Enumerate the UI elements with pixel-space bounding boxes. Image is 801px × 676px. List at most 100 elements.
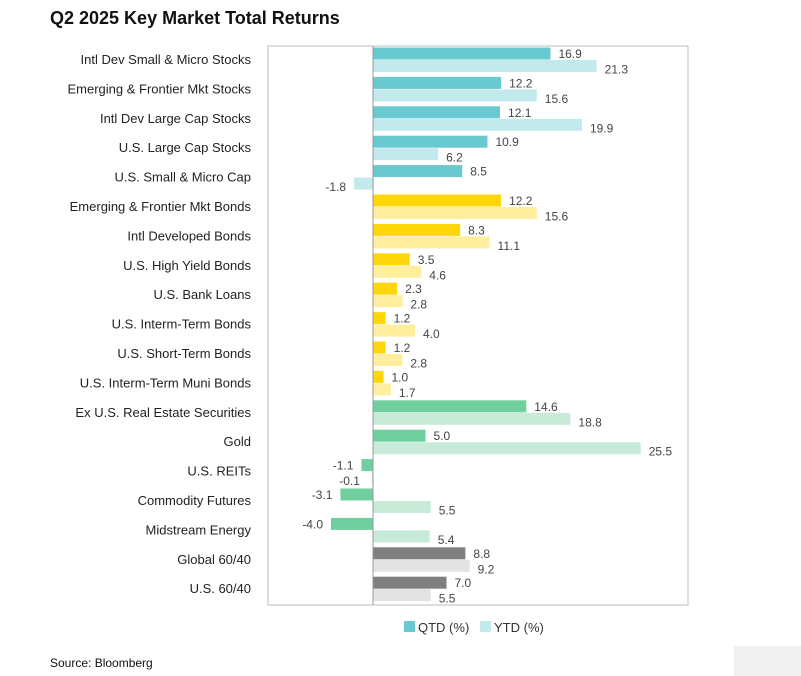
bar-qtd	[373, 106, 501, 119]
data-label: 5.5	[439, 504, 456, 518]
bar-ytd	[373, 324, 415, 337]
data-label: 5.5	[439, 592, 456, 606]
category-label: Emerging & Frontier Mkt Bonds	[70, 199, 252, 214]
category-label: U.S. Interm-Term Muni Bonds	[80, 375, 252, 390]
bar-ytd	[373, 148, 439, 161]
bar-qtd	[340, 488, 373, 501]
category-label: U.S. Bank Loans	[153, 287, 251, 302]
data-label: 14.6	[534, 400, 558, 414]
category-label: U.S. Large Cap Stocks	[119, 140, 252, 155]
data-label: 16.9	[558, 47, 582, 61]
data-label: -1.8	[325, 180, 346, 194]
data-label: 3.5	[418, 253, 435, 267]
plot-frame	[267, 45, 689, 606]
bar-ytd	[373, 442, 641, 455]
data-label: 9.2	[478, 562, 495, 576]
data-label: 10.9	[495, 135, 519, 149]
data-label: -1.1	[333, 459, 354, 473]
bar-ytd	[373, 236, 490, 249]
data-label: -4.0	[302, 517, 323, 531]
legend-label: QTD (%)	[418, 620, 469, 635]
bar-ytd	[373, 265, 422, 278]
bar-qtd	[373, 282, 398, 295]
category-label: U.S. Interm-Term Bonds	[112, 317, 252, 332]
bar-ytd	[373, 118, 582, 131]
category-label: Global 60/40	[177, 552, 251, 567]
data-label: 7.0	[455, 576, 472, 590]
data-label: 8.8	[473, 547, 490, 561]
category-label: Intl Dev Small & Micro Stocks	[81, 52, 252, 67]
data-label: 2.8	[410, 298, 427, 312]
bar-qtd	[373, 47, 551, 60]
data-label: 12.1	[508, 106, 532, 120]
legend-swatch	[404, 621, 415, 632]
data-label: 18.8	[578, 415, 602, 429]
bar-qtd	[361, 459, 373, 472]
data-label: 25.5	[649, 445, 673, 459]
bar-qtd	[331, 517, 373, 530]
data-label: 19.9	[590, 121, 614, 135]
category-label: Midstream Energy	[146, 522, 252, 537]
bar-ytd	[373, 354, 403, 366]
category-label: Gold	[224, 434, 251, 449]
bar-ytd	[373, 89, 537, 102]
data-label: 2.8	[410, 357, 427, 371]
bar-qtd	[373, 576, 447, 589]
data-label: 6.2	[446, 151, 463, 165]
data-label: 5.4	[438, 533, 455, 547]
bar-ytd	[373, 60, 597, 72]
data-label: -3.1	[312, 488, 333, 502]
data-label: 12.2	[509, 194, 533, 208]
corner-panel	[734, 646, 801, 676]
legend-swatch	[480, 621, 491, 632]
bar-ytd	[373, 383, 391, 396]
data-label: 8.5	[470, 165, 487, 179]
category-label: Ex U.S. Real Estate Securities	[75, 405, 251, 420]
data-label: 4.0	[423, 327, 440, 341]
data-label: 2.3	[405, 282, 422, 296]
category-label: Commodity Futures	[138, 493, 252, 508]
bar-qtd	[373, 312, 386, 325]
bar-ytd	[373, 530, 430, 543]
bar-ytd	[371, 471, 373, 484]
category-label: U.S. 60/40	[190, 581, 251, 596]
bar-ytd	[373, 559, 470, 572]
bar-qtd	[373, 194, 502, 207]
bar-qtd	[373, 429, 426, 442]
data-label: 1.7	[399, 386, 416, 400]
category-label: Intl Dev Large Cap Stocks	[100, 111, 252, 126]
bar-qtd	[373, 76, 502, 89]
data-label: 21.3	[605, 63, 629, 77]
category-label: U.S. Small & Micro Cap	[114, 170, 251, 185]
data-label: 15.6	[545, 210, 569, 224]
bar-qtd	[373, 135, 488, 148]
bar-ytd	[373, 501, 431, 513]
category-label: Intl Developed Bonds	[127, 228, 251, 243]
chart-title: Q2 2025 Key Market Total Returns	[50, 8, 340, 28]
data-label: -0.1	[339, 474, 360, 488]
bar-qtd	[373, 253, 410, 266]
data-label: 1.2	[394, 341, 411, 355]
bar-ytd	[373, 295, 403, 308]
bar-qtd	[373, 400, 527, 413]
category-label: Emerging & Frontier Mkt Stocks	[68, 81, 252, 96]
bar-ytd	[373, 207, 537, 219]
data-label: 5.0	[434, 429, 451, 443]
category-label: U.S. High Yield Bonds	[123, 258, 251, 273]
source-note: Source: Bloomberg	[50, 656, 153, 670]
bar-qtd	[373, 223, 461, 236]
category-label: U.S. REITs	[187, 464, 251, 479]
data-label: 15.6	[545, 92, 569, 106]
data-label: 8.3	[468, 223, 485, 237]
bar-ytd	[373, 412, 571, 425]
bar-qtd	[373, 370, 384, 383]
data-label: 4.6	[429, 268, 446, 282]
data-label: 12.2	[509, 76, 533, 90]
bar-ytd	[354, 177, 373, 190]
data-label: 1.2	[394, 312, 411, 326]
data-label: 11.1	[498, 239, 521, 253]
bar-qtd	[373, 341, 386, 354]
bar-qtd	[373, 165, 463, 178]
category-label: U.S. Short-Term Bonds	[117, 346, 251, 361]
